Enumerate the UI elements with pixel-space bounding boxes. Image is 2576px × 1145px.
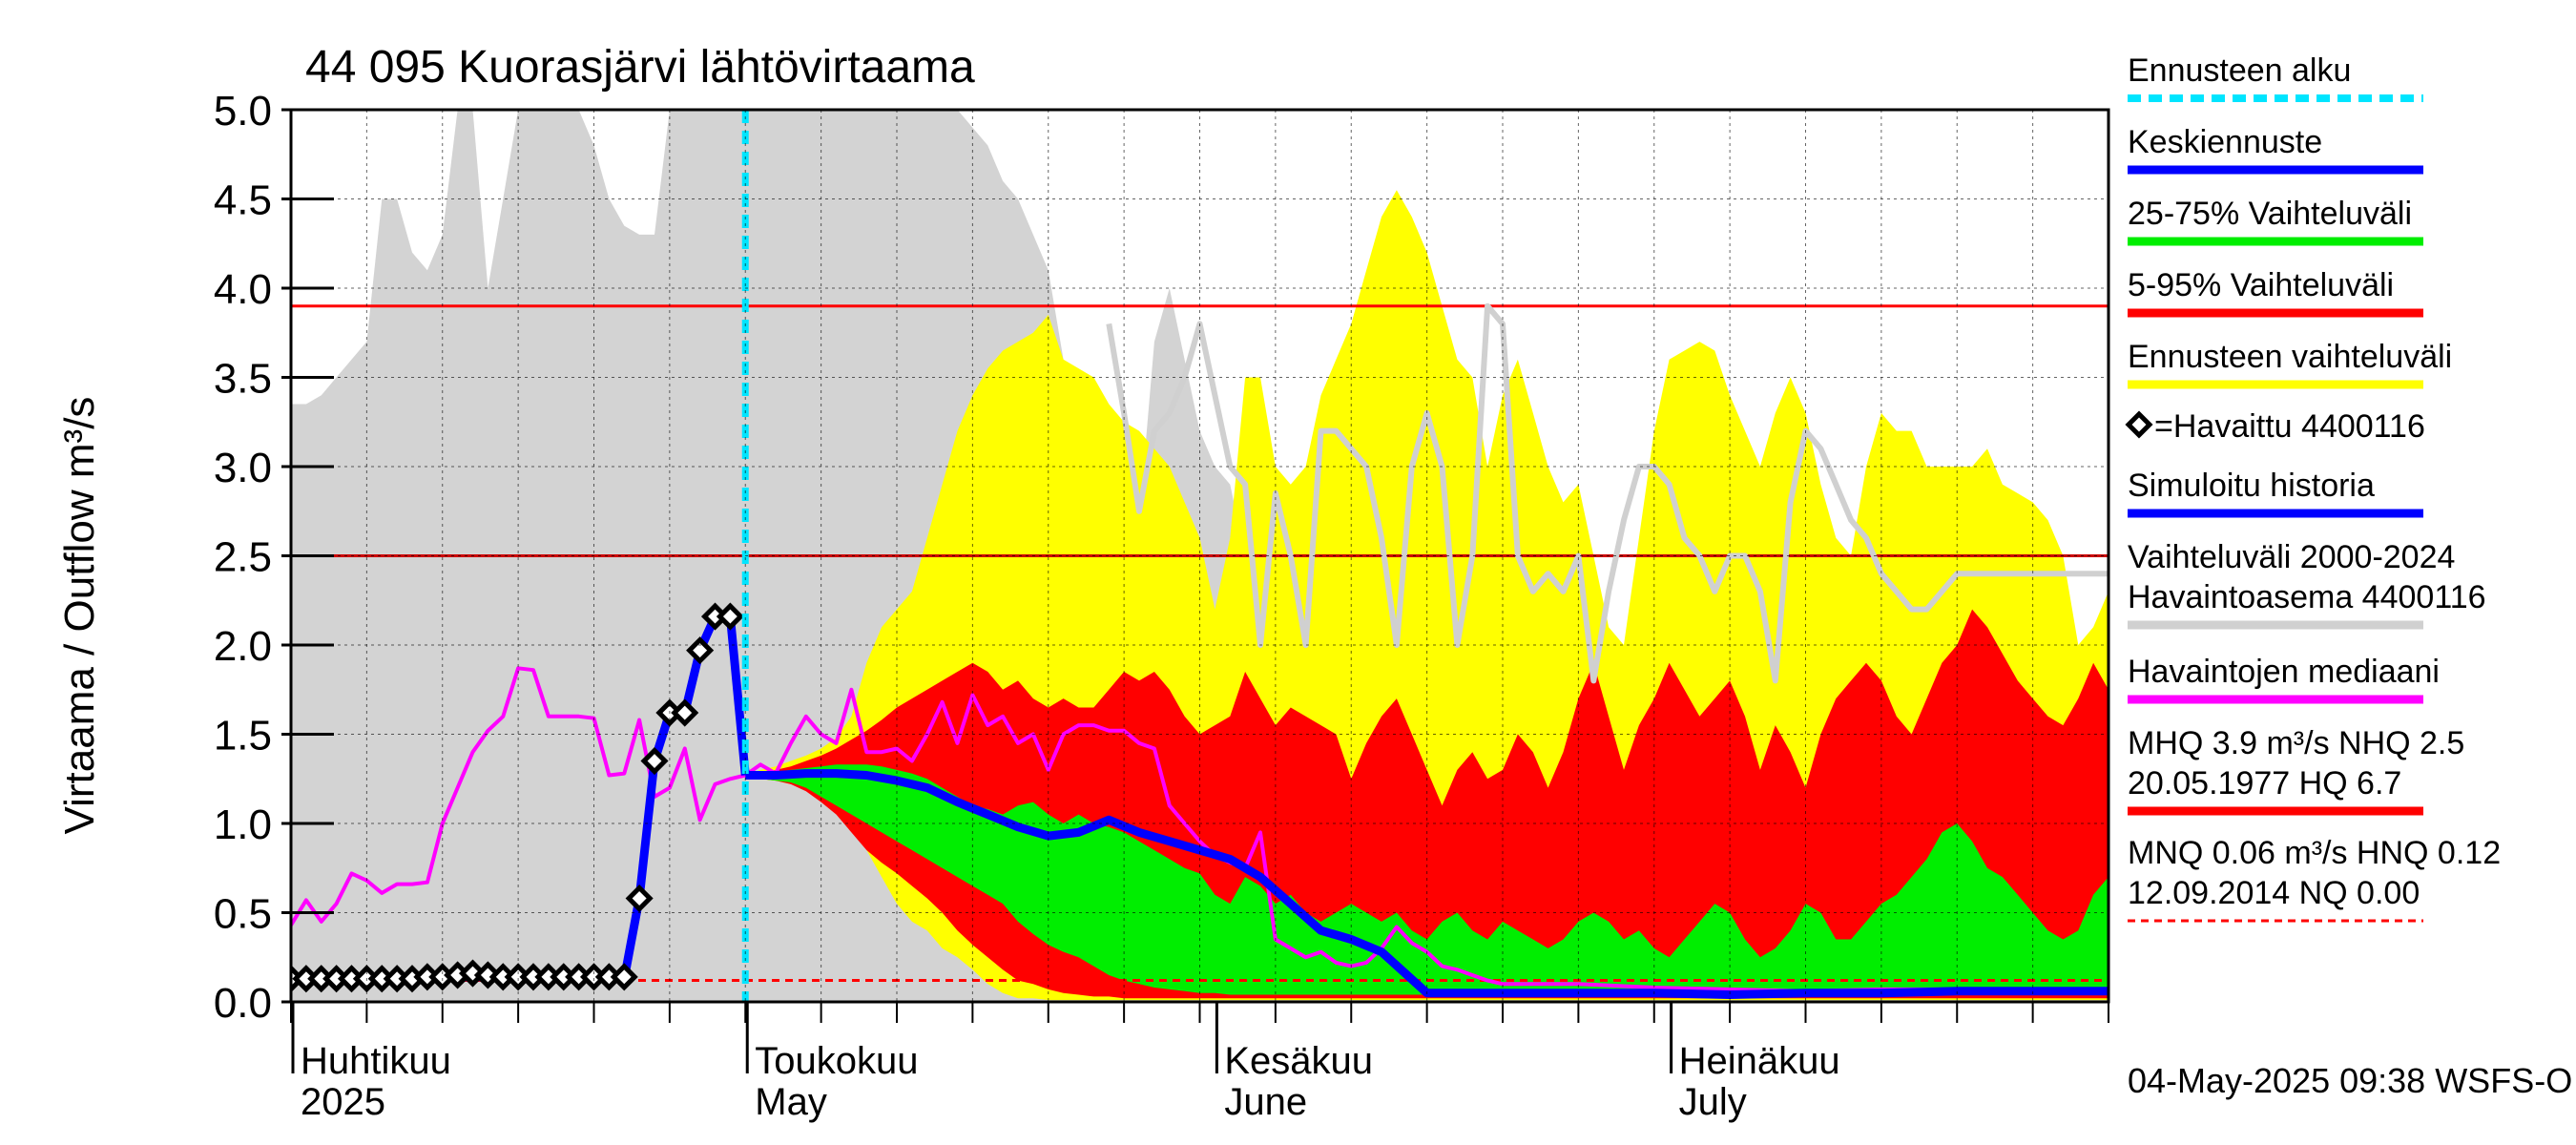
observed-median-line — [291, 666, 2109, 993]
x-month-label-fi: Kesäkuu — [1224, 1040, 1373, 1082]
p25-75-band — [745, 764, 2109, 995]
legend-label: Havaintojen mediaani — [2128, 654, 2440, 690]
timestamp-footer: 04-May-2025 09:38 WSFS-O — [2128, 1061, 2572, 1100]
y-tick-label: 3.0 — [214, 445, 272, 491]
y-tick-label: 5.0 — [214, 88, 272, 135]
y-tick-label: 2.5 — [214, 534, 272, 581]
legend-label: MNQ 0.06 m³/s HNQ 0.12 — [2128, 835, 2501, 871]
y-tick-label: 3.5 — [214, 356, 272, 403]
x-month-label-en: 2025 — [301, 1081, 385, 1123]
observed-point — [716, 602, 744, 631]
axes: 0.0 0.5 1.0 1.5 2.0 2.5 3.0 3.5 4.0 4.5 5.0 Huhtiku… — [214, 88, 2110, 1123]
x-month-label-fi: Heinäkuu — [1679, 1040, 1840, 1082]
legend-label: Keskiennuste — [2128, 124, 2322, 160]
y-tick-label: 0.0 — [214, 980, 272, 1027]
mean-forecast-line — [745, 769, 2109, 999]
legend-label: MHQ 3.9 m³/s NHQ 2.5 — [2128, 725, 2464, 761]
legend-label: 25-75% Vaihteluväli — [2128, 196, 2412, 232]
y-tick-label: 0.5 — [214, 891, 272, 938]
x-month-label-en: July — [1679, 1081, 1747, 1123]
observed-point — [640, 747, 669, 776]
x-month-label-en: June — [1224, 1081, 1307, 1123]
legend-label: 5-95% Vaihteluväli — [2128, 267, 2394, 303]
legend-label: Ennusteen vaihteluväli — [2128, 339, 2452, 375]
legend-label-line2: 12.09.2014 NQ 0.00 — [2128, 875, 2420, 911]
legend-label-line2: Havaintoasema 4400116 — [2128, 579, 2486, 615]
legend-label: Simuloitu historia — [2128, 468, 2375, 504]
observed-point — [610, 963, 638, 991]
x-month-label-fi: Toukokuu — [755, 1040, 918, 1082]
x-month-label-fi: Huhtikuu — [301, 1040, 451, 1082]
observed-point — [625, 885, 654, 913]
legend-label-line2: 20.05.1977 HQ 6.7 — [2128, 765, 2401, 802]
y-tick-label: 4.0 — [214, 266, 272, 313]
y-tick-label: 1.5 — [214, 713, 272, 760]
x-month-label-en: May — [755, 1081, 827, 1123]
legend: Ennusteen alku Keskiennuste 25-75% Vaihtel… — [2125, 52, 2501, 923]
y-tick-label: 4.5 — [214, 177, 272, 224]
legend-marker-observed — [2125, 410, 2153, 439]
legend-label: =Havaittu 4400116 — [2154, 408, 2425, 445]
y-axis-label: Virtaama / Outflow m³/s — [56, 397, 103, 835]
legend-label: Vaihteluväli 2000-2024 — [2128, 539, 2455, 575]
chart-title: 44 095 Kuorasjärvi lähtövirtaama — [305, 42, 975, 93]
legend-label: Ennusteen alku — [2128, 52, 2351, 89]
observed-point — [671, 698, 699, 727]
y-tick-label: 1.0 — [214, 802, 272, 848]
y-tick-label: 2.0 — [214, 623, 272, 670]
